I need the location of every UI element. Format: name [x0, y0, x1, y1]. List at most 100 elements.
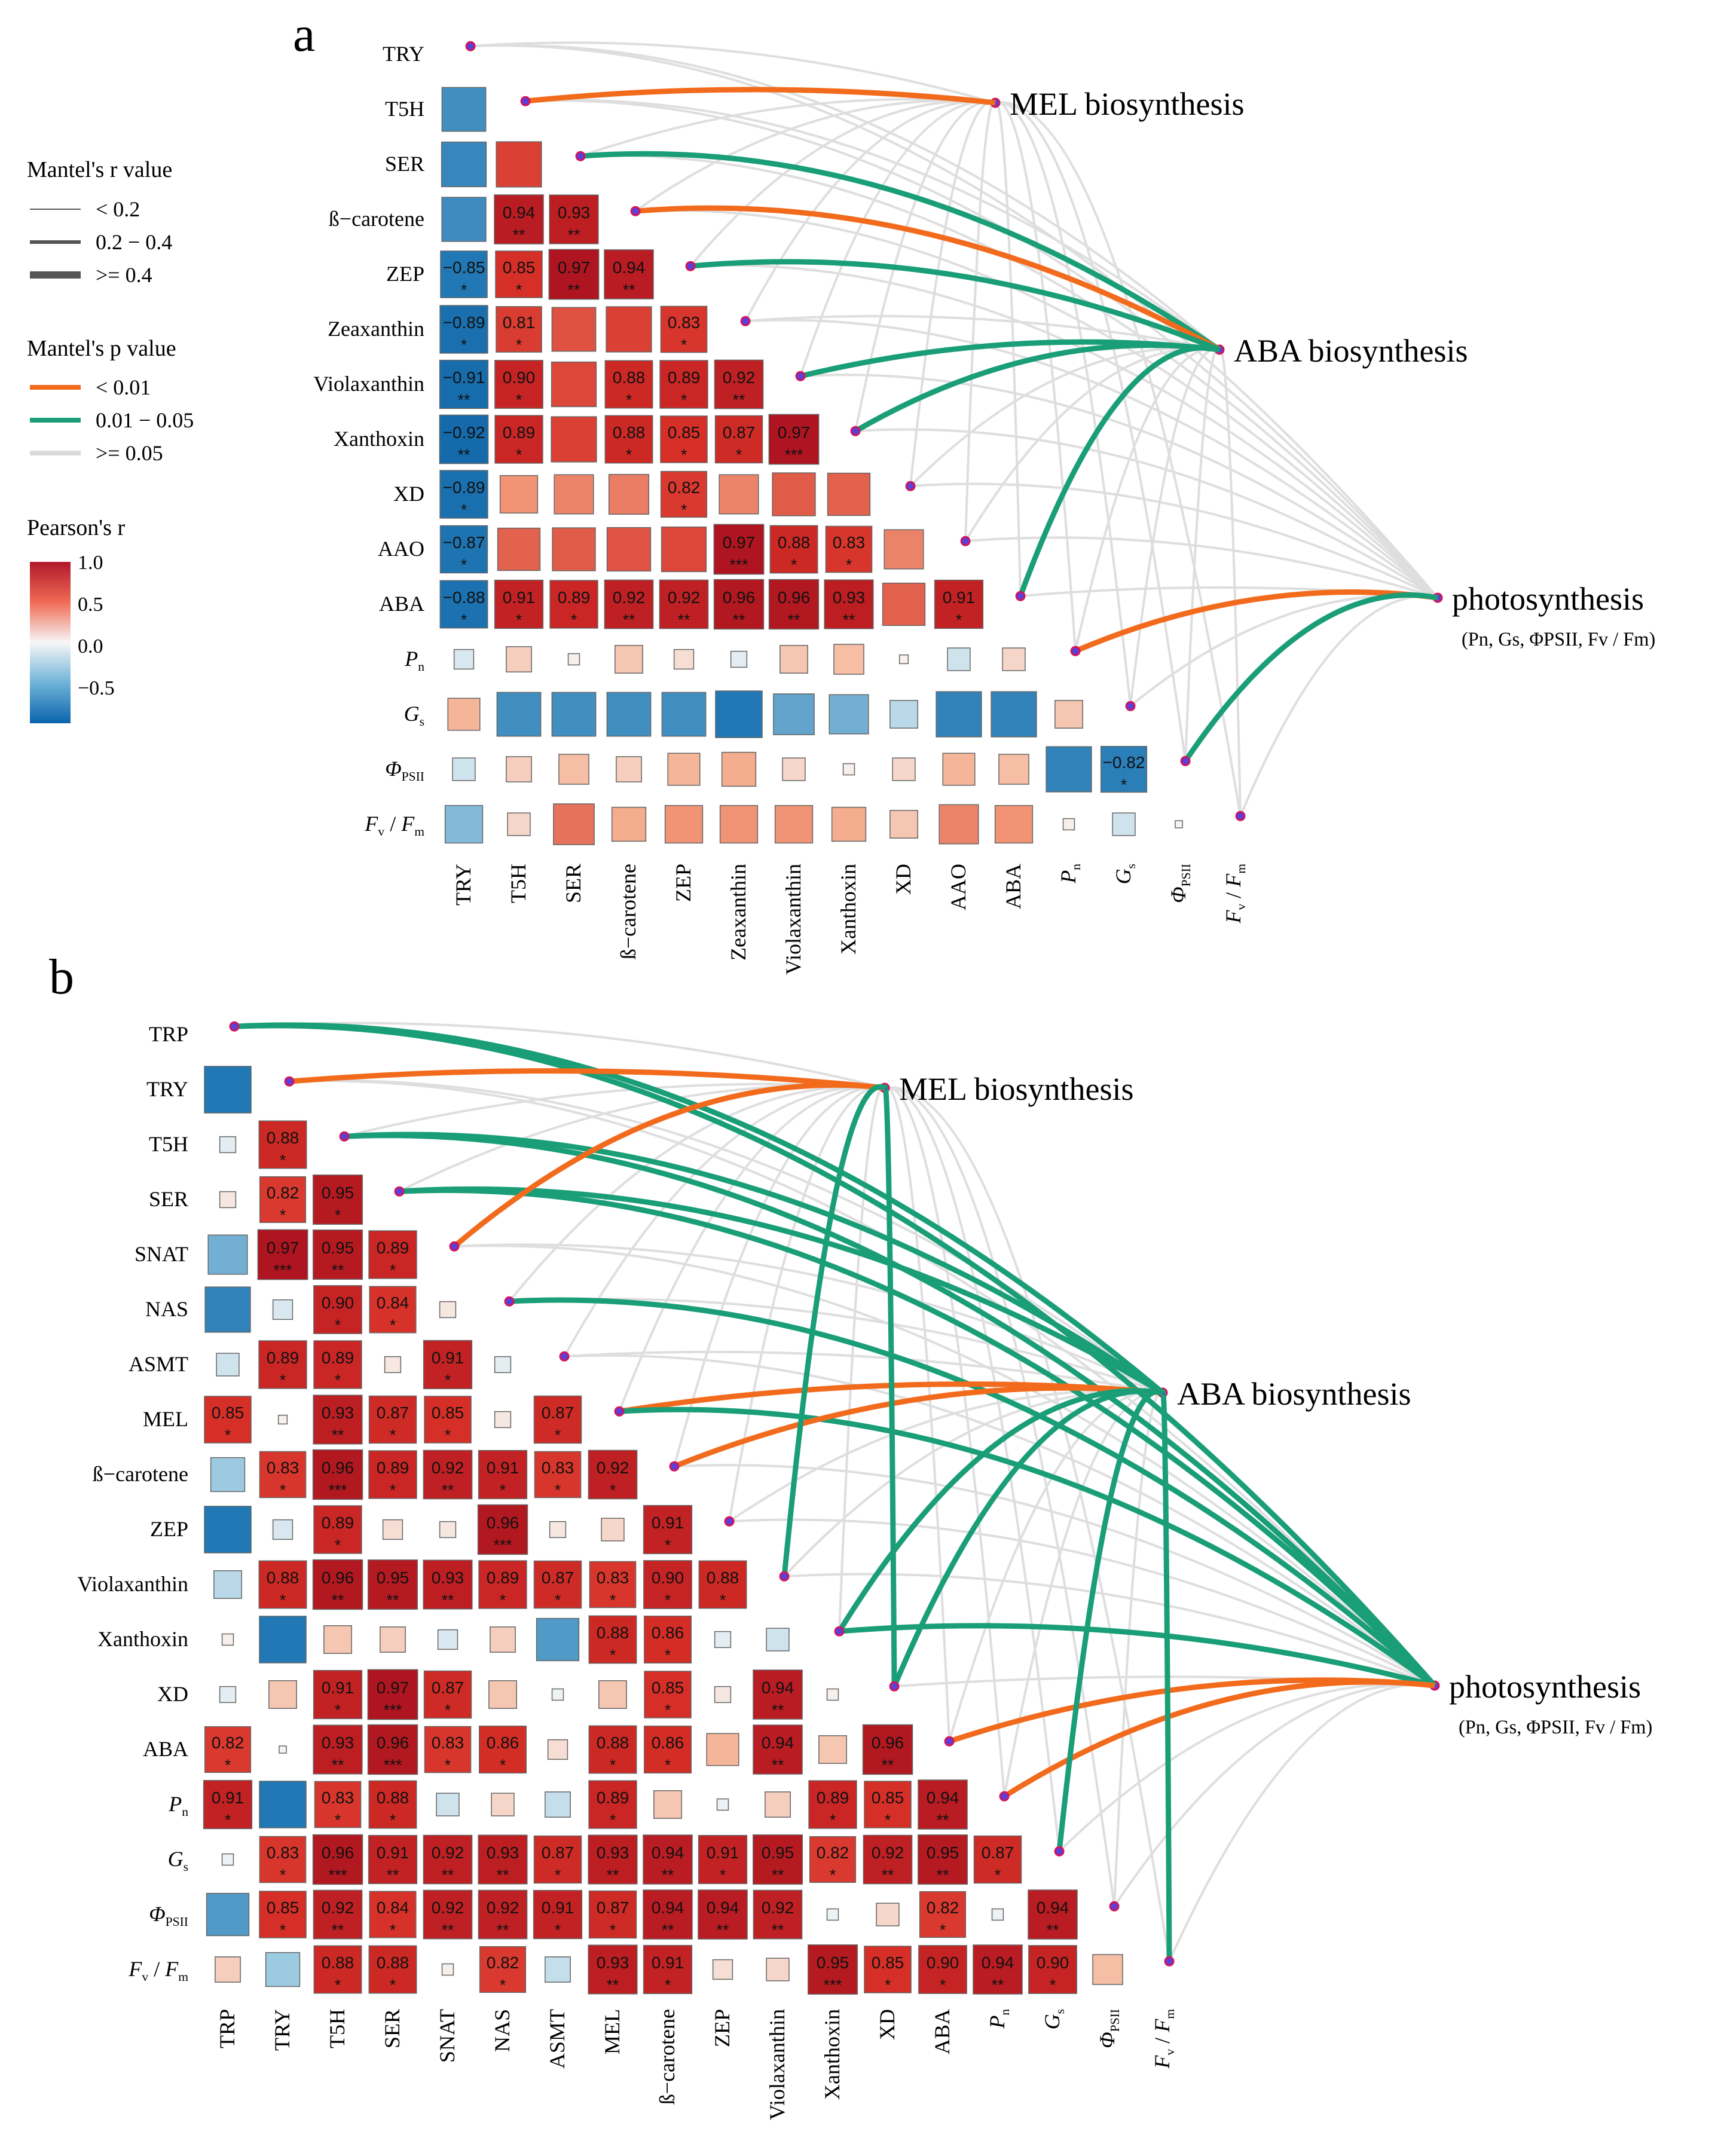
mantel-link-asmt-photosynthesis	[564, 1354, 1436, 1687]
cell-psii-ser	[369, 1891, 417, 1938]
cell-value: 0.92	[723, 368, 756, 387]
cell-zep-carotene	[604, 249, 654, 299]
cell-aao-try	[439, 525, 488, 574]
panel-a-label: a	[293, 7, 315, 62]
col-label-mel: MEL	[600, 2009, 624, 2054]
cell-aba-t5h	[313, 1724, 363, 1775]
mantel-link-pn-aba-biosynthesis	[1003, 1390, 1163, 1797]
cell-aao-violaxanthin	[769, 525, 818, 574]
cell-sig: **	[882, 1756, 894, 1774]
cell-sig: *	[665, 1976, 671, 1994]
col-label-gs: Gs	[1040, 2009, 1067, 2029]
cell-value: −0.89	[443, 313, 485, 332]
cell-psii-nas	[478, 1889, 528, 1940]
cell-sig: *	[681, 391, 687, 409]
cell-fv-fm-xanthoxin	[808, 1944, 858, 1995]
pearson-tick-2: 0.5	[78, 594, 103, 616]
col-label-aba: ABA	[1001, 864, 1025, 909]
cell-violaxanthin-carotene	[643, 1560, 692, 1609]
cell-value: 0.91	[542, 1898, 574, 1917]
cell-fv-fm-mel	[588, 1944, 638, 1995]
cell-sig: *	[500, 1481, 506, 1499]
cell-sig: **	[607, 1866, 619, 1884]
cell-aba-xanthoxin	[824, 579, 874, 629]
mantel-link-aba-aba-biosynthesis	[948, 1390, 1163, 1742]
cell-pn-try	[453, 649, 475, 670]
cell-value: 0.92	[872, 1843, 904, 1862]
cell-violaxanthin-zep	[698, 1560, 747, 1609]
cell-sig: *	[500, 1976, 506, 1994]
cell-sig: *	[445, 1426, 451, 1444]
cell-aba-carotene	[604, 579, 654, 629]
cell-xd-asmt	[551, 1688, 564, 1701]
cell-value: 0.88	[597, 1733, 629, 1752]
mantel-link-gs-aba-biosynthesis	[1129, 347, 1220, 707]
cell-fv-fm-psii	[1175, 820, 1183, 828]
cell-sig: *	[846, 556, 852, 574]
cell-sig: *	[555, 1591, 561, 1609]
cell-xd-ser	[554, 474, 594, 515]
mantel-link-trp-photosynthesis	[234, 1023, 1437, 1687]
mantel-link-fv-fm-mel-biosynthesis	[995, 101, 1242, 816]
cell-value: 0.89	[322, 1348, 354, 1367]
cell-psii-xanthoxin	[842, 763, 855, 776]
cell-sig: *	[516, 391, 522, 409]
cell-gs-mel	[588, 1834, 638, 1885]
pearson-tick-1: 1.0	[78, 552, 103, 574]
row-label-zep: ZEP	[386, 262, 424, 286]
col-label-violaxanthin: Violaxanthin	[765, 2009, 789, 2120]
cell-fv-fm-try	[265, 1952, 301, 1987]
cell-ser-try	[441, 141, 487, 188]
cell-sig: *	[830, 1811, 836, 1829]
cell-value: 0.83	[668, 313, 701, 332]
col-label-ser: SER	[561, 864, 585, 903]
col-label-pn: Pn	[985, 2009, 1012, 2029]
cell-pn-carotene	[653, 1790, 682, 1819]
cell-sig: *	[626, 446, 632, 464]
cell-sig: **	[568, 226, 580, 244]
cell-mel-try	[277, 1414, 288, 1425]
cell-sig: *	[280, 1151, 286, 1169]
cell-sig: *	[516, 611, 522, 629]
cell-value: 0.82	[487, 1953, 519, 1972]
cell-sig: **	[513, 226, 525, 244]
mantel-link-psii-mel-biosynthesis	[995, 101, 1187, 762]
mantel-link-ser-aba-biosynthesis	[580, 151, 1221, 352]
cell-value: 0.89	[487, 1568, 519, 1587]
cell-sig: **	[662, 1866, 674, 1884]
var-node-psii	[1109, 1901, 1120, 1912]
var-node-zeaxanthin	[740, 316, 751, 326]
mantel-link-gs-mel-biosynthesis	[995, 101, 1132, 707]
var-node-aao	[960, 536, 971, 546]
var-node-mel	[614, 1406, 625, 1417]
cell-sig: *	[610, 1481, 616, 1499]
cell-value: 0.90	[652, 1568, 684, 1587]
col-label-aba: ABA	[930, 2009, 954, 2054]
cell-gs-zep	[698, 1834, 748, 1885]
cell-value: 0.91	[503, 588, 536, 607]
group-label-mel-biosynthesis: MEL biosynthesis	[899, 1071, 1134, 1107]
cell-value: −0.91	[443, 368, 485, 387]
cell-xd-snat	[423, 1670, 472, 1719]
cell-sig: *	[1050, 1976, 1056, 1994]
cell-value: 0.82	[668, 478, 701, 497]
cell-zep-asmt	[549, 1521, 567, 1539]
cell-value: 0.88	[377, 1788, 409, 1807]
cell-value: 0.94	[982, 1953, 1014, 1972]
cell-mel-ser	[368, 1395, 417, 1444]
cell-sig: **	[332, 1426, 344, 1444]
cell-sig: *	[390, 1976, 396, 1994]
cell-sig: *	[555, 1921, 561, 1939]
var-node-fv-fm	[1164, 1956, 1175, 1967]
cell-xd-t5h	[499, 475, 539, 514]
pearson-tick-4: −0.5	[78, 677, 115, 699]
mantel-link-zep-mel-biosynthesis	[728, 1085, 885, 1522]
cell-value: 0.88	[267, 1568, 299, 1587]
var-node-trp	[229, 1021, 240, 1032]
col-label-psii: ΦPSII	[1095, 2009, 1122, 2048]
cell-sig: **	[607, 1976, 619, 1994]
cell-violaxanthin-trp	[213, 1570, 242, 1599]
row-label-aba: ABA	[143, 1737, 188, 1761]
cell-aba-carotene	[644, 1726, 692, 1773]
cell-sig: **	[497, 1866, 509, 1884]
